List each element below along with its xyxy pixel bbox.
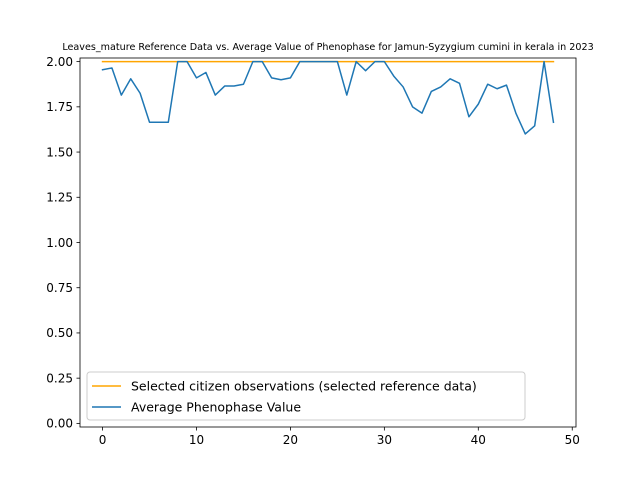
series-layer (101, 60, 555, 135)
y-tick-label: 1.50 (46, 145, 73, 159)
average-phenophase-line (101, 60, 555, 135)
y-tick-label: 1.00 (46, 236, 73, 250)
x-tick-label: 50 (565, 433, 580, 447)
x-tick-label: 10 (189, 433, 204, 447)
chart-title: Leaves_mature Reference Data vs. Average… (62, 42, 593, 53)
x-axis: 0 10 20 30 40 50 (99, 427, 580, 447)
y-tick-label: 1.25 (46, 191, 73, 205)
x-tick-label: 20 (283, 433, 298, 447)
y-tick-label: 1.75 (46, 100, 73, 114)
y-axis: 0.00 0.25 0.50 0.75 1.00 1.25 1.50 1.75 2.00 (46, 55, 80, 431)
legend-label: Average Phenophase Value (131, 400, 301, 415)
legend-box (86, 371, 526, 421)
x-tick-label: 40 (471, 433, 486, 447)
x-tick-label: 0 (99, 433, 107, 447)
legend-label: Selected citizen observations (selected … (131, 379, 477, 394)
x-tick-label: 30 (377, 433, 392, 447)
legend: Selected citizen observations (selected … (86, 371, 526, 421)
y-tick-label: 0.25 (46, 371, 73, 385)
y-tick-label: 0.00 (46, 417, 73, 431)
y-tick-label: 0.50 (46, 326, 73, 340)
y-tick-label: 2.00 (46, 55, 73, 69)
y-tick-label: 0.75 (46, 281, 73, 295)
